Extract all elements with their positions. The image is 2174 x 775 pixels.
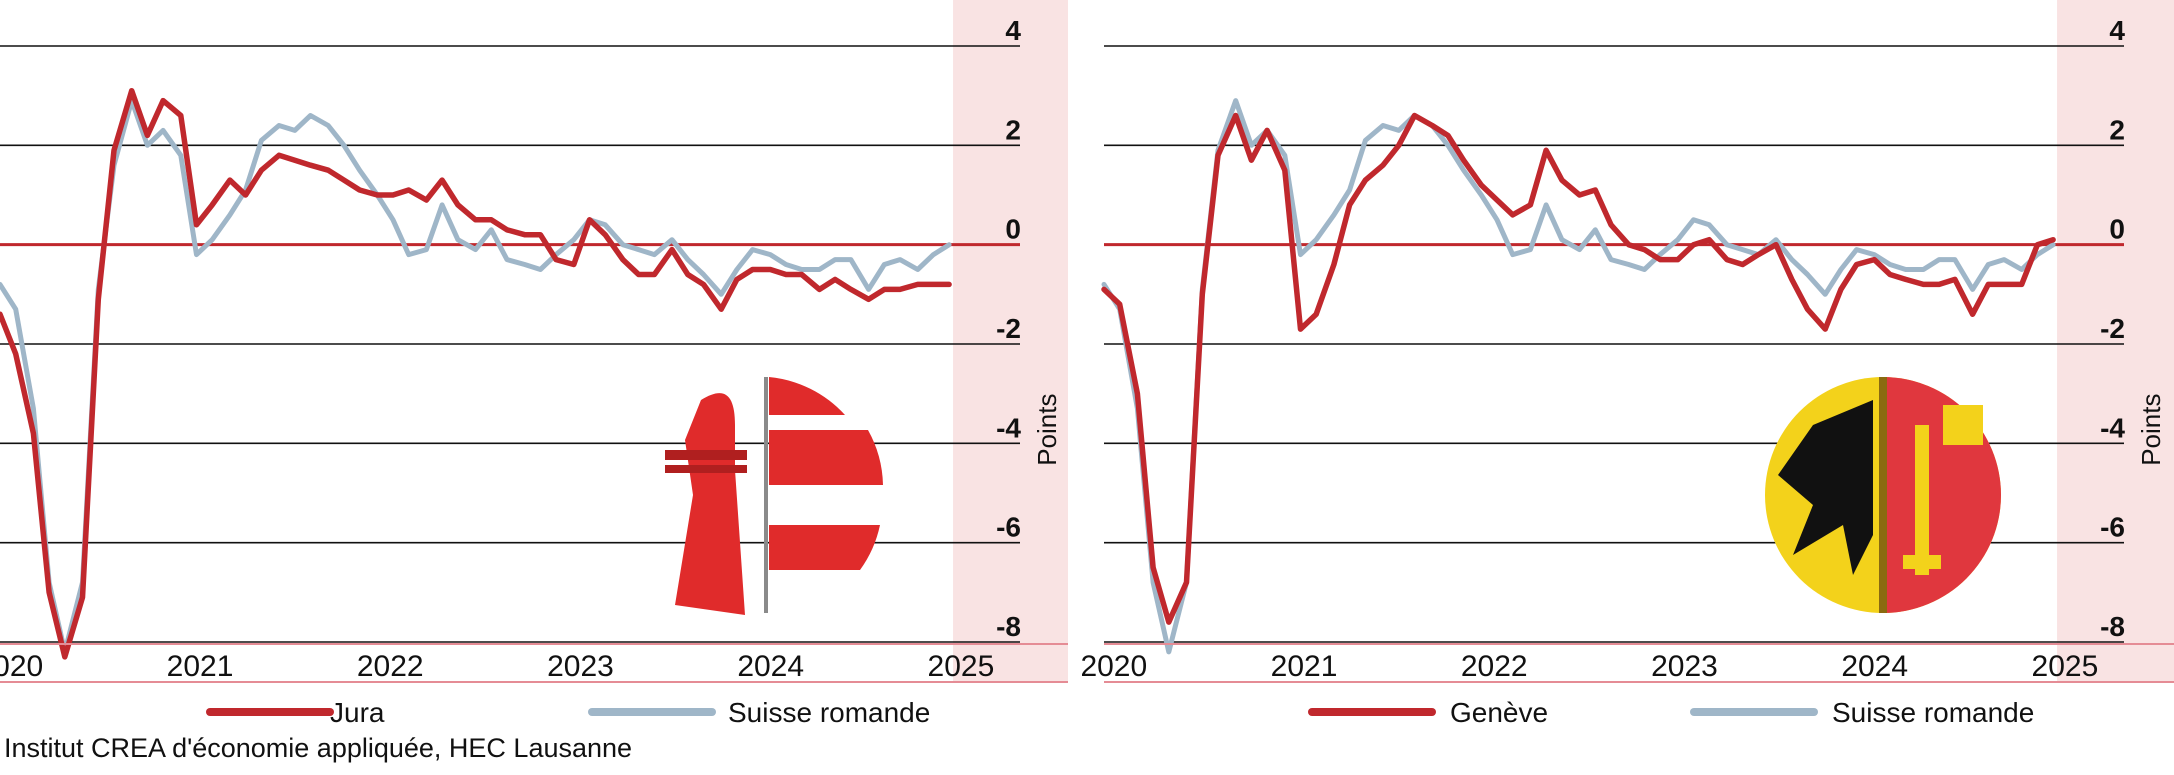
y-tick-label: 4 [1005, 15, 1021, 46]
source-note: Institut CREA d'économie appliquée, HEC … [4, 733, 632, 763]
y-tick-label: -4 [2100, 412, 2125, 443]
chart-panel-2: 4 2 0 -2 -4 -6 -8 Points 2020 2021 2022 2023 2024 202… [1080, 0, 2174, 728]
x-tick-label: 2023 [547, 650, 614, 683]
y-axis-label: Points [1032, 394, 1062, 466]
y-tick-label: -4 [996, 412, 1021, 443]
series-line-region [1101, 112, 2056, 625]
y-tick-label: -6 [996, 512, 1021, 543]
chart-panel-1: 4 2 0 -2 -4 -6 -8 Points 2020 2021 2022 2023 2024 202… [0, 0, 1068, 728]
legend-label: Genève [1450, 697, 1548, 728]
x-tick-label: 2020 [0, 650, 43, 683]
x-tick-label: 2020 [1080, 650, 1147, 683]
x-tick-label: 2022 [1461, 650, 1528, 683]
y-tick-label: 2 [2109, 114, 2125, 145]
y-tick-label: -8 [996, 611, 1021, 642]
y-tick-label: 4 [2109, 15, 2125, 46]
y-axis-label: Points [2136, 394, 2166, 466]
y-tick-label: 0 [1005, 214, 1021, 245]
geneva-coat-of-arms-icon [1765, 377, 2001, 613]
y-tick-label: 0 [2109, 214, 2125, 245]
y-tick-label: 2 [1005, 114, 1021, 145]
x-tick-label: 2025 [2032, 650, 2099, 683]
x-tick-label: 2023 [1651, 650, 1718, 683]
y-tick-label: -2 [996, 313, 1021, 344]
x-tick-label: 2024 [737, 650, 804, 683]
legend-label: Suisse romande [728, 697, 930, 728]
legend-label: Suisse romande [1832, 697, 2034, 728]
series-line-romande [0, 98, 952, 655]
x-tick-label: 2025 [928, 650, 995, 683]
forecast-shade [2057, 0, 2174, 682]
legend-label: Jura [330, 697, 385, 728]
series-line-region [0, 87, 952, 660]
jura-coat-of-arms-icon [665, 377, 883, 615]
x-tick-label: 2021 [167, 650, 234, 683]
y-tick-label: -6 [2100, 512, 2125, 543]
x-tick-label: 2022 [357, 650, 424, 683]
y-tick-label: -2 [2100, 313, 2125, 344]
y-tick-label: -8 [2100, 611, 2125, 642]
forecast-shade [953, 0, 1068, 682]
x-tick-label: 2024 [1841, 650, 1908, 683]
x-tick-label: 2021 [1271, 650, 1338, 683]
